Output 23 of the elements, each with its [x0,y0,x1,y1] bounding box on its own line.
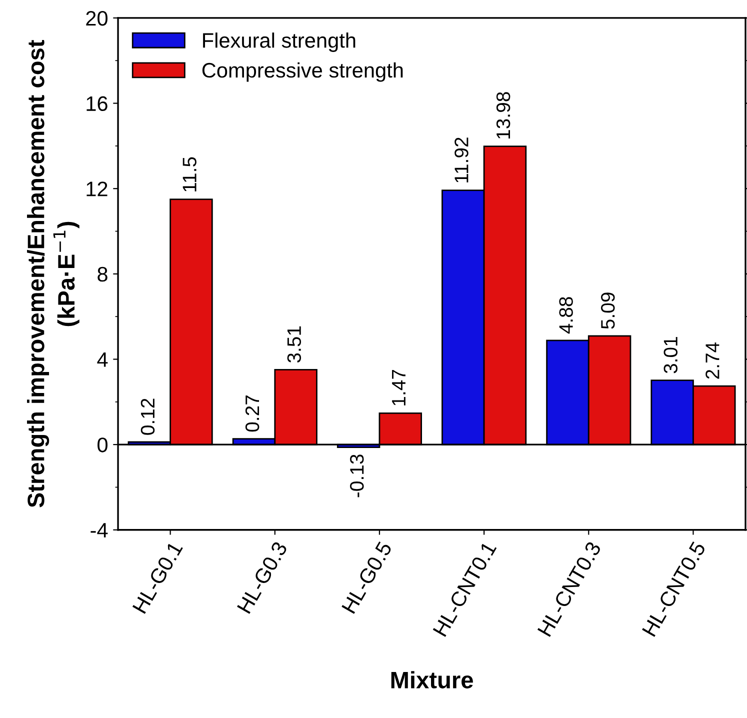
y-tick-label: 20 [86,10,108,26]
data-label: 3.51 [287,326,302,363]
legend-label: Flexural strength [203,32,356,52]
data-label: 11.5 [182,157,196,192]
data-label: 1.47 [392,370,406,406]
data-label: 2.74 [706,342,720,379]
y-axis-title: Strength improvement/Enhancement cost (kPa·E$^{−1}$) [27,40,80,508]
data-label: 4.88 [559,297,573,334]
y-tick-label: -4 [90,523,108,538]
data-label: 11.92 [454,138,468,182]
data-label: 3.01 [664,337,678,374]
data-label: -0.13 [350,454,364,498]
legend-label: Compressive strength [202,62,403,82]
data-label: 0.12 [140,398,155,435]
x-axis-title: Mixture [391,671,473,688]
data-label: 0.27 [245,396,260,432]
data-label: 5.09 [601,292,615,329]
y-tick-label: 0 [98,438,108,452]
y-tick-label: 4 [97,352,108,367]
y-tick-label: 12 [86,182,108,196]
data-label: 13.98 [496,92,510,138]
y-tick-label: 16 [86,96,108,112]
y-tick-label: 8 [98,266,108,282]
